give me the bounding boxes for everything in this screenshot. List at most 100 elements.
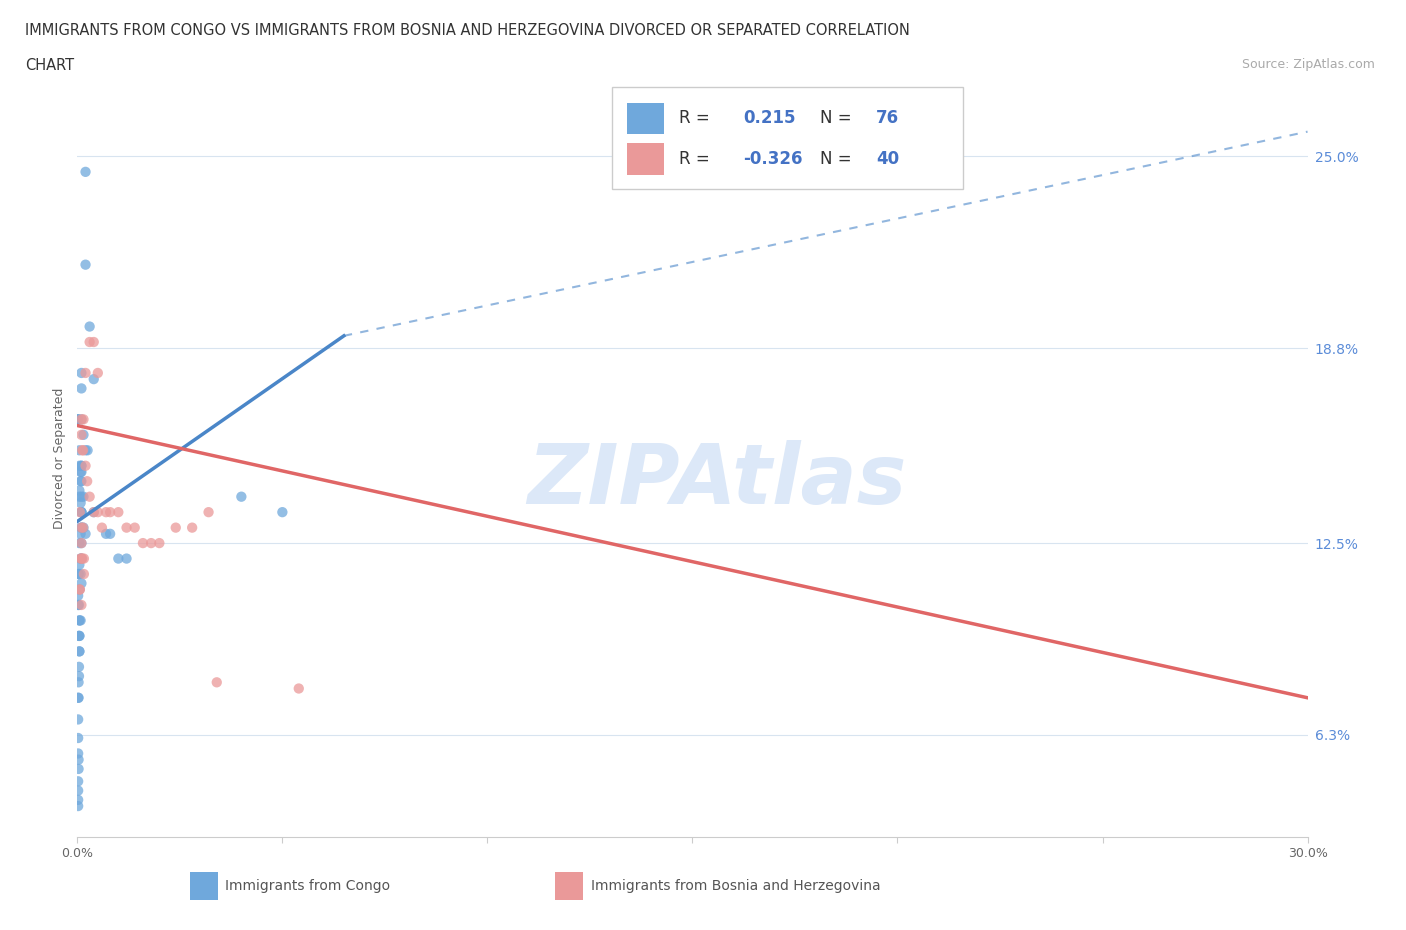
Point bbox=[197, 505, 219, 520]
Point bbox=[70, 505, 93, 520]
Bar bbox=[613, 86, 963, 189]
Point bbox=[75, 526, 97, 541]
Point bbox=[67, 799, 90, 814]
Point bbox=[165, 520, 187, 535]
Point bbox=[73, 566, 96, 581]
Point bbox=[67, 483, 90, 498]
Text: Source: ZipAtlas.com: Source: ZipAtlas.com bbox=[1241, 58, 1375, 71]
Point bbox=[141, 536, 163, 551]
Point bbox=[83, 372, 105, 387]
Point bbox=[87, 365, 110, 380]
Point bbox=[83, 505, 105, 520]
Point bbox=[94, 526, 117, 541]
Text: IMMIGRANTS FROM CONGO VS IMMIGRANTS FROM BOSNIA AND HERZEGOVINA DIVORCED OR SEPA: IMMIGRANTS FROM CONGO VS IMMIGRANTS FROM… bbox=[25, 23, 910, 38]
Point bbox=[70, 551, 93, 566]
Point bbox=[115, 520, 138, 535]
Point bbox=[76, 473, 98, 488]
Point bbox=[67, 443, 90, 458]
Point bbox=[98, 505, 121, 520]
Point bbox=[90, 520, 114, 535]
Point bbox=[75, 165, 97, 179]
Point bbox=[83, 505, 105, 520]
Point bbox=[76, 443, 98, 458]
Point bbox=[70, 464, 93, 479]
Point bbox=[83, 335, 105, 350]
Point bbox=[67, 629, 90, 644]
Point bbox=[70, 505, 93, 520]
Point bbox=[70, 536, 93, 551]
Point bbox=[67, 690, 90, 705]
Text: N =: N = bbox=[821, 151, 858, 168]
Bar bbox=[627, 143, 664, 176]
Point bbox=[79, 489, 101, 504]
Point bbox=[67, 675, 90, 690]
Text: 76: 76 bbox=[876, 110, 898, 127]
Point bbox=[67, 690, 90, 705]
Point bbox=[69, 551, 91, 566]
Point bbox=[75, 458, 97, 473]
Text: R =: R = bbox=[679, 110, 714, 127]
Point bbox=[70, 428, 93, 443]
Text: CHART: CHART bbox=[25, 58, 75, 73]
Point bbox=[79, 319, 101, 334]
Point bbox=[67, 536, 90, 551]
Text: Immigrants from Congo: Immigrants from Congo bbox=[225, 879, 389, 894]
Point bbox=[67, 629, 90, 644]
Point bbox=[67, 629, 90, 644]
Text: 40: 40 bbox=[876, 151, 898, 168]
Point bbox=[79, 335, 101, 350]
Point bbox=[67, 669, 90, 684]
Point bbox=[69, 473, 91, 488]
Point bbox=[67, 644, 90, 658]
Point bbox=[69, 526, 91, 541]
Point bbox=[67, 566, 90, 581]
Point bbox=[67, 644, 90, 658]
Text: Immigrants from Bosnia and Herzegovina: Immigrants from Bosnia and Herzegovina bbox=[591, 879, 880, 894]
Point bbox=[181, 520, 204, 535]
Point bbox=[69, 566, 91, 581]
Point bbox=[67, 557, 90, 572]
Point bbox=[148, 536, 170, 551]
Point bbox=[69, 582, 91, 597]
Point bbox=[75, 443, 97, 458]
Point bbox=[70, 489, 93, 504]
Point bbox=[66, 412, 89, 427]
Point bbox=[70, 536, 93, 551]
Point bbox=[69, 551, 91, 566]
Point bbox=[107, 551, 129, 566]
Point bbox=[67, 731, 90, 746]
Point bbox=[67, 746, 90, 761]
Point bbox=[124, 520, 146, 535]
Point bbox=[72, 489, 94, 504]
Point bbox=[67, 598, 90, 613]
Point bbox=[67, 774, 90, 789]
Point bbox=[70, 443, 93, 458]
Text: 0.215: 0.215 bbox=[742, 110, 796, 127]
Point bbox=[70, 551, 93, 566]
Point bbox=[70, 520, 93, 535]
Point bbox=[70, 551, 93, 566]
Point bbox=[115, 551, 138, 566]
Point bbox=[70, 598, 93, 613]
Point bbox=[70, 520, 93, 535]
Point bbox=[67, 762, 90, 777]
Point bbox=[87, 505, 110, 520]
Point bbox=[72, 520, 94, 535]
Bar bbox=[627, 102, 664, 134]
Point bbox=[67, 582, 90, 597]
Point bbox=[69, 613, 91, 628]
Point bbox=[67, 598, 90, 613]
Point bbox=[231, 489, 253, 504]
Point bbox=[67, 792, 90, 807]
Point bbox=[94, 505, 117, 520]
Point bbox=[69, 464, 91, 479]
Point bbox=[75, 365, 97, 380]
Point bbox=[107, 505, 129, 520]
Point bbox=[70, 365, 93, 380]
Y-axis label: Divorced or Separated: Divorced or Separated bbox=[53, 387, 66, 529]
Point bbox=[67, 458, 90, 473]
Point bbox=[288, 681, 311, 696]
Point bbox=[72, 520, 94, 535]
Point bbox=[70, 412, 93, 427]
Point bbox=[132, 536, 155, 551]
